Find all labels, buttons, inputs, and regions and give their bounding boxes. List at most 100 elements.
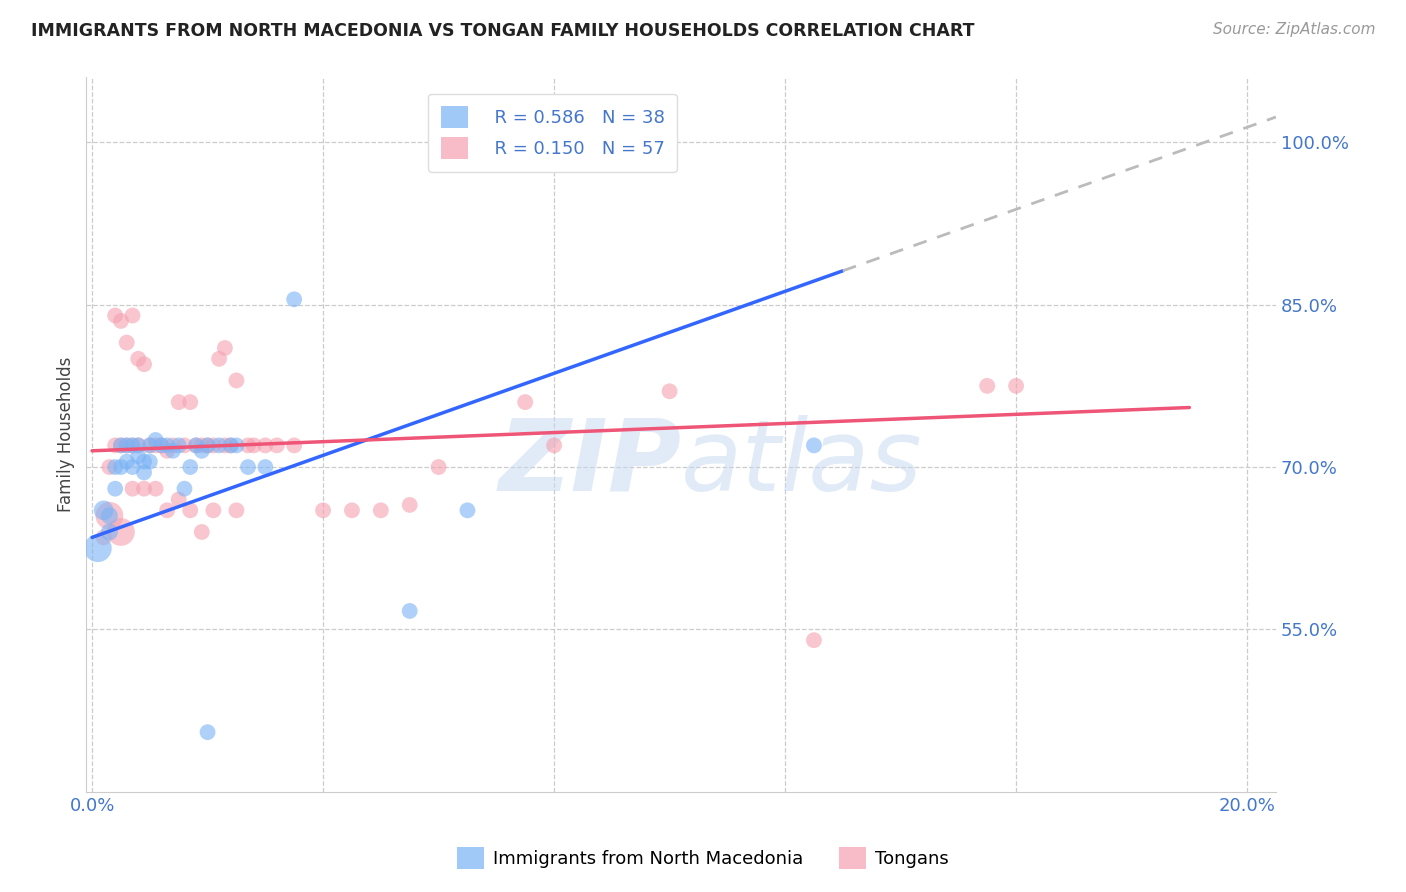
- Point: [87, 541, 110, 556]
- Y-axis label: Family Households: Family Households: [58, 357, 75, 512]
- Point: [139, 455, 162, 469]
- Point: [236, 460, 259, 475]
- Point: [197, 725, 219, 739]
- Point: [214, 438, 236, 452]
- Point: [110, 314, 132, 328]
- Point: [121, 460, 143, 475]
- Point: [98, 508, 121, 523]
- Point: [121, 438, 143, 452]
- Point: [266, 438, 288, 452]
- Point: [370, 503, 392, 517]
- Point: [115, 335, 138, 350]
- Point: [110, 438, 132, 452]
- Point: [202, 438, 225, 452]
- Point: [93, 530, 115, 544]
- Point: [1005, 379, 1028, 393]
- Point: [283, 438, 305, 452]
- Legend:   R = 0.586   N = 38,   R = 0.150   N = 57: R = 0.586 N = 38, R = 0.150 N = 57: [429, 94, 678, 172]
- Point: [427, 460, 450, 475]
- Point: [167, 395, 190, 409]
- Point: [110, 438, 132, 452]
- Point: [197, 438, 219, 452]
- Point: [214, 341, 236, 355]
- Point: [115, 438, 138, 452]
- Point: [225, 374, 247, 388]
- Point: [139, 438, 162, 452]
- Legend: Immigrants from North Macedonia, Tongans: Immigrants from North Macedonia, Tongans: [450, 839, 956, 876]
- Point: [156, 438, 179, 452]
- Point: [236, 438, 259, 452]
- Point: [150, 438, 173, 452]
- Point: [202, 503, 225, 517]
- Point: [803, 633, 825, 648]
- Text: Source: ZipAtlas.com: Source: ZipAtlas.com: [1212, 22, 1375, 37]
- Point: [104, 309, 127, 323]
- Point: [254, 460, 277, 475]
- Point: [197, 438, 219, 452]
- Point: [121, 482, 143, 496]
- Point: [132, 482, 155, 496]
- Point: [98, 508, 121, 523]
- Point: [179, 395, 201, 409]
- Point: [104, 482, 127, 496]
- Point: [219, 438, 242, 452]
- Point: [156, 503, 179, 517]
- Point: [184, 438, 207, 452]
- Point: [127, 438, 149, 452]
- Point: [98, 524, 121, 539]
- Point: [219, 438, 242, 452]
- Point: [184, 438, 207, 452]
- Point: [132, 455, 155, 469]
- Point: [515, 395, 537, 409]
- Point: [145, 482, 167, 496]
- Point: [121, 438, 143, 452]
- Point: [167, 492, 190, 507]
- Point: [456, 503, 478, 517]
- Point: [173, 482, 195, 496]
- Point: [208, 351, 231, 366]
- Point: [658, 384, 681, 399]
- Point: [110, 524, 132, 539]
- Point: [340, 503, 363, 517]
- Point: [167, 438, 190, 452]
- Point: [398, 498, 420, 512]
- Text: IMMIGRANTS FROM NORTH MACEDONIA VS TONGAN FAMILY HOUSEHOLDS CORRELATION CHART: IMMIGRANTS FROM NORTH MACEDONIA VS TONGA…: [31, 22, 974, 40]
- Point: [312, 503, 335, 517]
- Point: [976, 379, 998, 393]
- Point: [110, 460, 132, 475]
- Point: [162, 443, 184, 458]
- Point: [179, 503, 201, 517]
- Point: [139, 438, 162, 452]
- Point: [543, 438, 565, 452]
- Point: [156, 443, 179, 458]
- Point: [145, 438, 167, 452]
- Point: [803, 438, 825, 452]
- Point: [179, 460, 201, 475]
- Point: [225, 503, 247, 517]
- Text: ZIP: ZIP: [498, 415, 681, 512]
- Point: [132, 466, 155, 480]
- Point: [115, 438, 138, 452]
- Point: [93, 503, 115, 517]
- Point: [162, 438, 184, 452]
- Point: [283, 293, 305, 307]
- Point: [242, 438, 264, 452]
- Point: [104, 438, 127, 452]
- Point: [208, 438, 231, 452]
- Point: [173, 438, 195, 452]
- Point: [191, 438, 214, 452]
- Point: [398, 604, 420, 618]
- Point: [127, 438, 149, 452]
- Point: [127, 449, 149, 463]
- Point: [104, 460, 127, 475]
- Point: [145, 433, 167, 447]
- Point: [115, 455, 138, 469]
- Point: [254, 438, 277, 452]
- Point: [132, 357, 155, 371]
- Point: [121, 309, 143, 323]
- Point: [150, 438, 173, 452]
- Point: [225, 438, 247, 452]
- Point: [127, 351, 149, 366]
- Point: [98, 460, 121, 475]
- Point: [191, 443, 214, 458]
